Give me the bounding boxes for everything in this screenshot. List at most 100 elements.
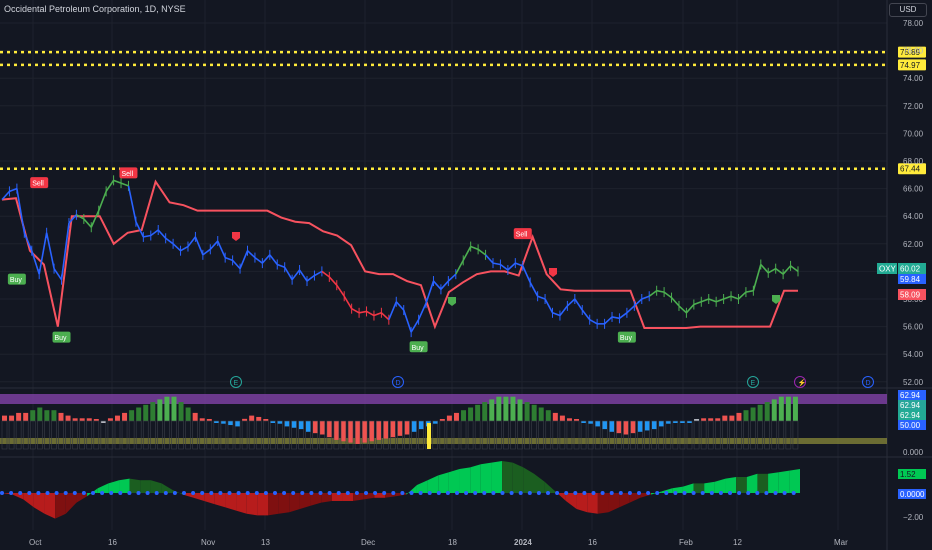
hist-area <box>523 467 534 493</box>
price-label-3: 58.09 <box>900 291 921 300</box>
price-segment <box>537 295 546 300</box>
zero-dot <box>455 491 459 495</box>
hist-area <box>459 467 471 493</box>
price-segment <box>589 319 598 325</box>
osc-bar-frame <box>277 420 283 450</box>
osc-bar-frame <box>432 420 439 450</box>
signal-tag-0: Sell <box>32 181 44 188</box>
zero-dot <box>354 491 359 495</box>
price-segment <box>604 316 613 325</box>
osc-bar <box>185 407 191 421</box>
zero-dot <box>436 491 441 495</box>
y-tick-4: 70.00 <box>903 129 924 138</box>
signal-tag-bg-3 <box>52 331 71 343</box>
osc-bar <box>51 410 57 421</box>
osc-bar-frame <box>305 420 311 450</box>
osc-bar-frame <box>503 420 509 450</box>
osc-bar <box>708 418 714 421</box>
hist-area <box>682 483 694 493</box>
price-segment <box>544 298 554 314</box>
osc-bar-frame <box>778 420 785 450</box>
osc-right-label-0: 62.94 <box>900 391 921 400</box>
osc-bar-frame <box>764 420 770 450</box>
osc-bar <box>559 415 565 421</box>
osc-bar-frame <box>390 420 396 450</box>
x-tick-1: 16 <box>108 538 117 547</box>
osc-bar <box>93 419 99 421</box>
osc-bar-frame <box>474 420 481 450</box>
osc-bar <box>136 407 142 421</box>
osc-bar-frame <box>227 420 234 450</box>
osc-bar-frame <box>418 420 424 450</box>
currency-selector[interactable]: USD <box>889 3 927 17</box>
osc-bar-frame <box>192 420 198 450</box>
osc-bar <box>58 412 64 421</box>
hist-area <box>448 469 460 493</box>
osc-bar-frame <box>199 420 206 450</box>
osc-bar <box>552 412 558 421</box>
osc-bar <box>729 415 735 421</box>
osc-bar-frame <box>792 420 799 450</box>
hist-label-2: 0.0000 <box>900 490 925 499</box>
osc-bar-frame <box>517 420 523 450</box>
signal-tag-bg-6 <box>617 331 636 343</box>
zero-dot <box>273 491 277 495</box>
price-segment <box>737 291 747 300</box>
osc-bar <box>404 421 410 435</box>
zero-dot <box>236 491 241 495</box>
signal-tag-bg-1 <box>119 167 138 179</box>
price-segment <box>261 254 271 264</box>
osc-bar <box>235 421 241 427</box>
price-segment <box>440 280 449 290</box>
osc-bar <box>171 396 177 421</box>
osc-bar <box>482 402 488 421</box>
osc-bar-frame <box>785 420 792 450</box>
signal-marker-3 <box>772 295 780 304</box>
price-segment <box>752 264 762 291</box>
event-marker-1 <box>392 376 404 388</box>
osc-bar <box>242 418 248 421</box>
zero-dot <box>81 491 86 495</box>
zero-dot <box>0 491 4 495</box>
osc-bar-frame <box>220 420 227 450</box>
hist-area <box>204 493 215 505</box>
osc-bar-frame <box>714 420 721 450</box>
price-segment <box>276 263 285 269</box>
osc-bar <box>44 410 50 421</box>
osc-bar <box>609 421 615 432</box>
event-marker-4 <box>862 376 874 388</box>
osc-bar-frame <box>107 420 114 450</box>
hist-area <box>619 493 630 508</box>
price-segment <box>127 185 137 222</box>
zero-dot <box>373 491 378 495</box>
price-segment <box>246 250 256 259</box>
osc-bar <box>2 415 7 421</box>
osc-bar <box>37 407 43 421</box>
osc-bar-frame <box>37 420 43 450</box>
price-segment <box>291 269 301 281</box>
osc-bar <box>362 421 368 443</box>
hist-area <box>129 478 141 493</box>
hist-area <box>342 493 354 501</box>
x-tick-10: Mar <box>834 538 848 547</box>
price-segment <box>388 301 398 321</box>
osc-bar <box>538 407 544 421</box>
zero-dot <box>209 491 214 495</box>
zero-dot <box>782 491 787 495</box>
price-segment <box>180 245 189 252</box>
zero-dot <box>200 491 205 495</box>
osc-bar-frame <box>693 420 700 450</box>
osc-y-tick: 0.000 <box>903 448 924 457</box>
y-tick-12: 54.00 <box>903 350 924 359</box>
zero-dot <box>382 491 387 495</box>
osc-bar-frame <box>29 420 36 450</box>
zero-dot <box>418 491 423 495</box>
zero-dot <box>18 491 23 495</box>
osc-bar <box>778 396 784 421</box>
zero-dot <box>627 491 632 495</box>
zero-dot <box>655 491 660 495</box>
zero-dot <box>718 491 723 495</box>
zero-dot <box>9 491 14 495</box>
zero-dot <box>482 491 487 495</box>
osc-bar-frame <box>630 420 636 450</box>
